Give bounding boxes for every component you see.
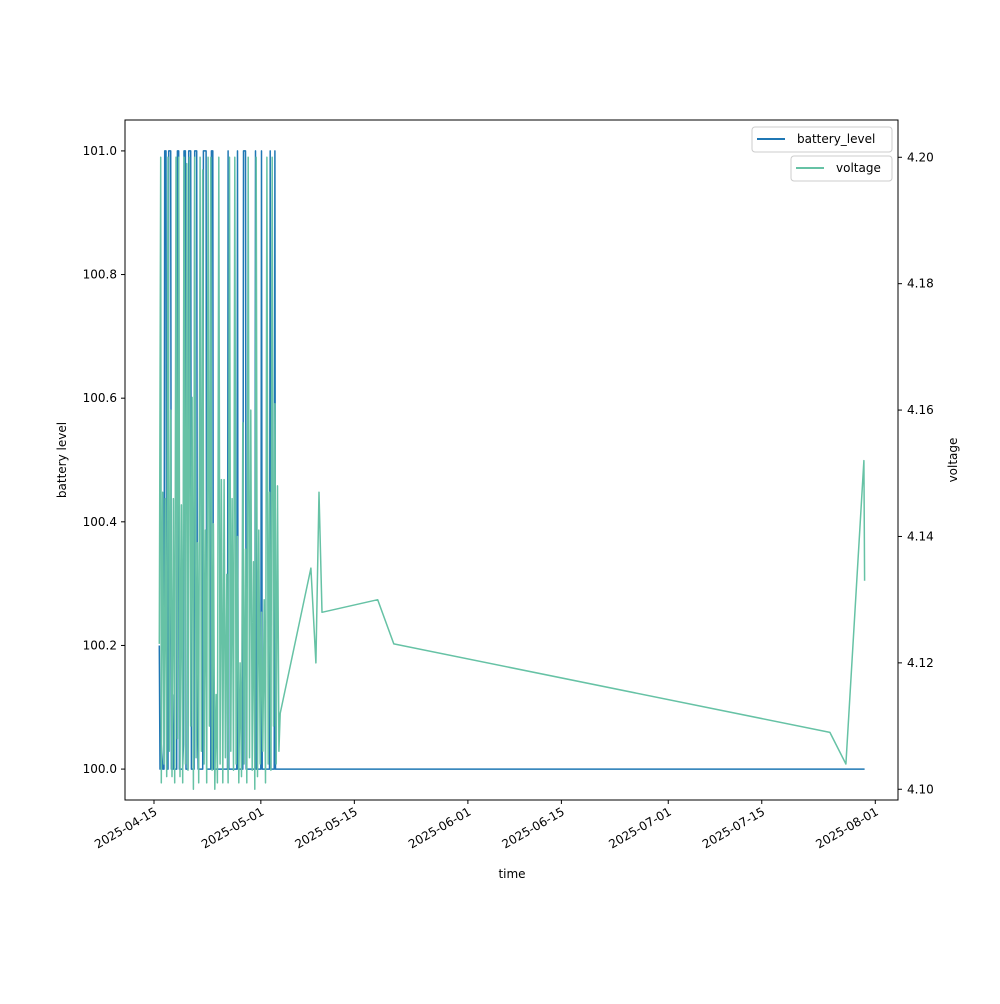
left-y-tick-label: 100.6 — [83, 391, 117, 405]
series-layer — [158, 150, 866, 791]
legend-label-battery-level: battery_level — [797, 132, 875, 146]
left-y-tick-label: 100.0 — [83, 762, 117, 776]
legend-label-voltage: voltage — [836, 161, 881, 175]
left-y-tick-label: 101.0 — [83, 144, 117, 158]
right-y-tick-label: 4.14 — [907, 529, 934, 543]
left-y-axis-label: battery level — [55, 422, 69, 498]
right-y-axis-ticks: 4.10 4.12 4.14 4.16 4.18 4.20 — [898, 150, 934, 796]
x-axis-label: time — [498, 867, 525, 881]
right-y-tick-label: 4.16 — [907, 403, 934, 417]
legend-box — [790, 155, 893, 182]
right-y-tick-label: 4.12 — [907, 656, 934, 670]
right-y-tick-label: 4.18 — [907, 277, 934, 291]
legend-voltage: voltage — [790, 155, 893, 182]
left-y-axis-ticks: 100.0 100.2 100.4 100.6 100.8 101.0 — [83, 144, 125, 776]
left-y-tick-label: 100.2 — [83, 638, 117, 652]
series-line-voltage — [158, 156, 866, 791]
left-y-tick-label: 100.8 — [83, 268, 117, 282]
legend-box — [751, 126, 893, 153]
right-y-axis-label: voltage — [946, 438, 960, 483]
left-y-tick-label: 100.4 — [83, 515, 117, 529]
right-y-tick-label: 4.10 — [907, 782, 934, 796]
plot-frame — [124, 119, 899, 801]
legend-battery-level: battery_level — [751, 126, 893, 153]
right-y-tick-label: 4.20 — [907, 150, 934, 164]
